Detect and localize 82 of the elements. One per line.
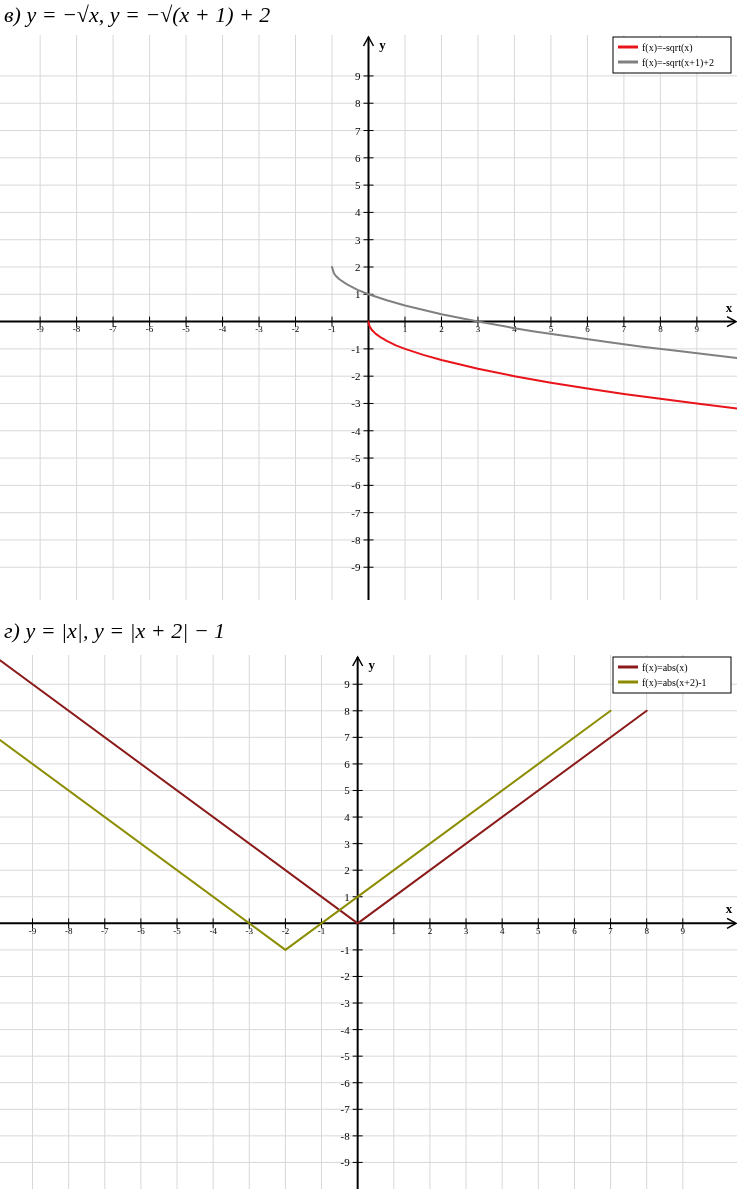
x-tick-label: -9 — [28, 925, 37, 936]
x-tick-label: -8 — [72, 324, 81, 335]
x-tick-label: -4 — [209, 925, 218, 936]
chart-title: в) y = −√x, y = −√(x + 1) + 2 — [4, 2, 271, 27]
x-tick-label: 7 — [608, 925, 614, 936]
x-tick-label: -1 — [328, 324, 336, 335]
y-tick-label: 5 — [355, 179, 361, 192]
x-tick-label: 8 — [644, 925, 650, 936]
x-tick-label: -8 — [64, 925, 73, 936]
x-tick-label: 3 — [475, 324, 481, 335]
x-tick-label: -5 — [182, 324, 191, 335]
x-tick-label: 9 — [680, 925, 686, 936]
x-tick-label: -1 — [317, 925, 326, 936]
y-tick-label: 7 — [344, 731, 351, 744]
y-axis-title: y — [379, 37, 387, 52]
y-tick-label: -1 — [340, 943, 350, 956]
x-tick-label: -3 — [245, 925, 254, 936]
y-tick-label: -2 — [351, 370, 361, 383]
x-tick-label: -9 — [36, 324, 45, 335]
legend-label: f(x)=-sqrt(x+1)+2 — [642, 57, 714, 69]
y-tick-label: 5 — [344, 784, 351, 797]
x-tick-label: 5 — [548, 324, 554, 335]
x-tick-label: -3 — [255, 324, 264, 335]
x-tick-label: 6 — [585, 324, 591, 335]
y-tick-label: -8 — [340, 1129, 351, 1142]
chart-title: г) y = |x|, y = |x + 2| − 1 — [4, 618, 226, 643]
y-tick-label: -5 — [340, 1050, 351, 1063]
x-tick-label: 6 — [572, 925, 578, 936]
legend-label: f(x)=abs(x) — [642, 662, 688, 674]
y-tick-label: 4 — [355, 206, 361, 219]
x-tick-label: 1 — [402, 324, 408, 335]
y-tick-label: -6 — [351, 479, 361, 492]
x-tick-label: -2 — [291, 324, 300, 335]
x-tick-label: -7 — [109, 324, 118, 335]
x-axis-title: x — [725, 299, 733, 315]
y-tick-label: 2 — [344, 864, 350, 877]
y-tick-label: 9 — [355, 69, 361, 82]
y-tick-label: 1 — [344, 890, 350, 903]
x-tick-label: -6 — [137, 925, 146, 936]
x-tick-label: -4 — [218, 324, 227, 335]
x-tick-label: -5 — [173, 925, 182, 936]
y-tick-label: 2 — [355, 261, 361, 273]
y-tick-label: 3 — [344, 837, 351, 850]
y-tick-label: 9 — [344, 678, 351, 691]
x-tick-label: -2 — [281, 925, 290, 936]
x-tick-label: 2 — [427, 925, 433, 936]
y-axis-title: y — [368, 657, 376, 672]
legend-label: f(x)=-sqrt(x) — [642, 42, 693, 54]
y-tick-label: -2 — [340, 970, 350, 983]
y-tick-label: -3 — [340, 997, 351, 1010]
y-tick-label: 8 — [344, 704, 351, 717]
y-tick-label: 3 — [355, 233, 361, 246]
x-tick-label: 2 — [439, 324, 444, 335]
line-series — [367, 320, 737, 410]
y-tick-label: -8 — [351, 533, 361, 546]
x-tick-label: 7 — [621, 324, 627, 335]
x-tick-label: 4 — [499, 925, 505, 936]
x-tick-label: 8 — [658, 324, 664, 335]
y-tick-label: 1 — [355, 288, 361, 301]
y-tick-label: 6 — [344, 757, 351, 770]
x-tick-label: -7 — [101, 925, 110, 936]
y-tick-label: 6 — [355, 151, 361, 164]
y-tick-label: -9 — [340, 1156, 351, 1169]
x-tick-label: 5 — [536, 925, 542, 936]
x-tick-label: 1 — [391, 925, 397, 936]
y-tick-label: -4 — [351, 424, 361, 437]
y-tick-label: 8 — [355, 97, 361, 110]
y-tick-label: -1 — [351, 342, 361, 355]
y-tick-label: -6 — [340, 1076, 351, 1089]
y-tick-label: -7 — [340, 1103, 351, 1116]
x-tick-label: 3 — [463, 925, 469, 936]
legend-label: f(x)=abs(x+2)-1 — [642, 677, 707, 689]
x-tick-label: 9 — [694, 324, 700, 335]
y-tick-label: -3 — [351, 397, 361, 410]
y-tick-label: -9 — [351, 561, 361, 574]
y-tick-label: 7 — [355, 124, 361, 137]
y-tick-label: 4 — [344, 811, 351, 824]
y-tick-label: -4 — [340, 1023, 351, 1036]
x-tick-label: -6 — [145, 324, 154, 335]
y-tick-label: -7 — [351, 506, 361, 519]
x-axis-title: x — [725, 901, 733, 917]
y-tick-label: -5 — [351, 452, 361, 465]
